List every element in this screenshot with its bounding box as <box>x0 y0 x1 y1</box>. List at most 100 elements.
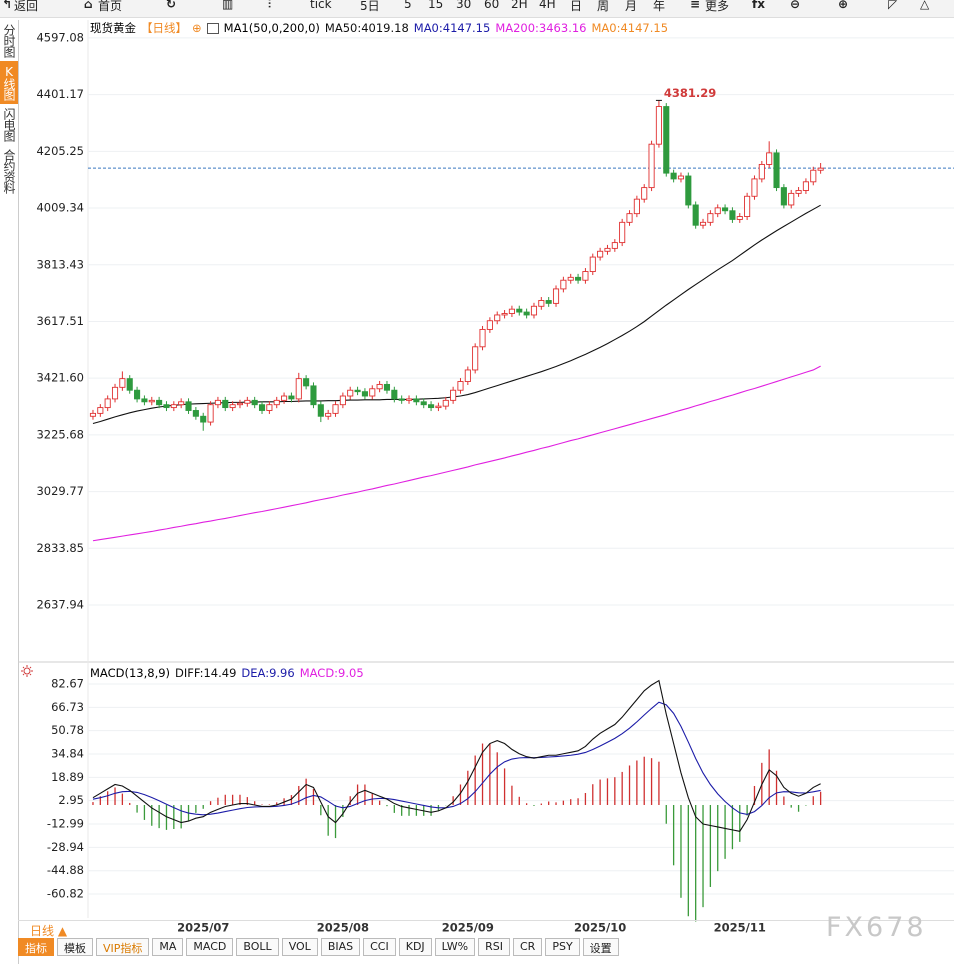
indicator-tab[interactable]: RSI <box>478 938 510 956</box>
period-select[interactable]: 日线 ▲ <box>30 924 68 938</box>
candle-body <box>567 276 574 281</box>
candle-body <box>494 314 501 322</box>
x-tick-label: 2025/09 <box>442 921 494 935</box>
sidebar-tab[interactable]: 合约资料 <box>2 149 16 193</box>
candle-body <box>633 198 640 215</box>
candle-body <box>295 378 302 400</box>
y-tick-label: 3421.60 <box>36 371 84 385</box>
candle-body <box>766 152 773 165</box>
candle-body <box>192 410 199 417</box>
candle-body <box>501 313 508 316</box>
candle-body <box>258 404 266 411</box>
indicator-tab[interactable]: BOLL <box>236 938 279 956</box>
candle-body <box>670 172 677 180</box>
candle-body <box>391 389 398 400</box>
candle-body <box>251 399 258 406</box>
toolbar-button[interactable]: 5 <box>404 0 412 11</box>
indicator-tab[interactable]: VOL <box>281 938 318 956</box>
toolbar-button[interactable]: 60 <box>484 0 500 11</box>
toolbar-button[interactable]: 日 <box>570 0 583 13</box>
candle-body <box>405 398 413 401</box>
y-tick-label: -60.82 <box>47 887 84 901</box>
indicator-tab[interactable]: MACD <box>186 938 234 956</box>
toolbar-icon[interactable]: ⌂ <box>84 0 93 11</box>
indicator-tab[interactable]: BIAS <box>320 938 361 956</box>
candle-body <box>89 412 97 417</box>
candle-body <box>361 391 368 397</box>
sidebar-tab[interactable]: K线图 <box>0 61 18 104</box>
y-tick-label: 4205.25 <box>36 144 84 158</box>
candle-body <box>802 181 809 191</box>
toolbar-button[interactable]: 周 <box>597 0 610 13</box>
candle-body <box>751 178 758 197</box>
candle-body <box>236 402 244 406</box>
chart-title: 现货黄金 <box>90 21 136 35</box>
toolbar-button[interactable]: 15 <box>428 0 444 11</box>
macd-header: MACD(13,8,9) DIFF:14.49 DEA:9.96 MACD:9.05 <box>90 665 364 681</box>
candle-body <box>266 404 273 411</box>
candle-body <box>589 256 596 272</box>
legend-item: MA0:4147.15 <box>591 21 669 35</box>
candle-body <box>428 404 435 409</box>
indicator-tab[interactable]: KDJ <box>398 938 432 956</box>
diff-line <box>92 679 821 832</box>
toolbar-button[interactable]: 年 <box>653 0 666 13</box>
candle-body <box>354 389 361 393</box>
candle-body <box>310 385 317 406</box>
candle-body <box>222 399 229 409</box>
candle-body <box>104 398 111 409</box>
toolbar-button[interactable]: 更多 <box>705 0 730 13</box>
candle-body <box>692 204 699 226</box>
add-icon[interactable]: ⊕ <box>192 21 202 35</box>
toolbar-icon[interactable]: ◸ <box>888 0 898 11</box>
candle-body <box>420 401 427 406</box>
legend-item: MA0:4147.15 <box>413 21 491 35</box>
toolbar-icon[interactable]: △ <box>920 0 930 11</box>
y-tick-label: 2833.85 <box>36 541 84 555</box>
toolbar-icon[interactable]: ↰ <box>2 0 13 11</box>
sidebar-tab[interactable]: 闪电图 <box>2 108 16 141</box>
toolbar-button[interactable]: 30 <box>456 0 472 11</box>
toolbar-button[interactable]: 首页 <box>98 0 123 13</box>
indicator-tab[interactable]: LW% <box>434 938 476 956</box>
toolbar-icon[interactable]: ⊕ <box>838 0 849 11</box>
candle-body <box>744 195 751 217</box>
toolbar-icon[interactable]: ↻ <box>166 0 177 11</box>
period-label[interactable]: 【日线】 <box>141 21 187 35</box>
sidebar-tab[interactable]: 分时图 <box>2 24 16 57</box>
indicator-tab[interactable]: PSY <box>545 938 580 956</box>
indicator-tab[interactable]: CR <box>513 938 543 956</box>
indicator-icon[interactable] <box>206 22 219 34</box>
toolbar-button[interactable]: tick <box>310 0 332 11</box>
candle-body <box>699 221 707 226</box>
macd-title: MACD(13,8,9) <box>90 666 171 680</box>
toolbar-icon[interactable]: ⊖ <box>790 0 801 11</box>
toolbar-icon[interactable]: fx <box>752 0 765 11</box>
indicator-tab[interactable]: MA <box>152 938 184 956</box>
indicator-tab[interactable]: VIP指标 <box>96 938 150 956</box>
toolbar-button[interactable]: 月 <box>625 0 638 13</box>
toolbar-icon[interactable]: ⫶ <box>268 0 272 11</box>
candle-body <box>486 320 493 330</box>
toolbar-button[interactable]: 返回 <box>14 0 39 13</box>
indicator-tab[interactable]: CCI <box>363 938 396 956</box>
legend-item: MACD:9.05 <box>299 666 364 680</box>
toolbar-icon[interactable]: ▥ <box>222 0 234 11</box>
candle-body <box>383 383 391 391</box>
candle-body <box>516 308 523 313</box>
settings-icon[interactable] <box>21 665 33 677</box>
candle-body <box>545 300 552 304</box>
candle-body <box>714 207 721 215</box>
toolbar-button[interactable]: 4H <box>539 0 556 11</box>
indicator-tab[interactable]: 模板 <box>57 938 93 956</box>
toolbar-icon[interactable]: ≡ <box>690 0 701 11</box>
candle-body <box>281 395 288 401</box>
toolbar-button[interactable]: 5日 <box>360 0 380 13</box>
y-tick-label: 66.73 <box>51 700 84 714</box>
indicator-tab[interactable]: 指标 <box>18 938 54 956</box>
main-header: 现货黄金 【日线】 ⊕ MA1(50,0,200,0) MA50:4019.18… <box>90 20 668 36</box>
dea-line <box>92 701 821 816</box>
toolbar-button[interactable]: 2H <box>511 0 528 11</box>
toolbar: 返回 首页 tick 5日 5 15 30 60 2H 4H 日 周 月 年 更多 ↰ ⌂ ↻ ▥ ⫶ ≡ fx ⊖ ⊕ ◸ △ <box>0 0 954 18</box>
indicator-tab[interactable]: 设置 <box>582 938 619 956</box>
